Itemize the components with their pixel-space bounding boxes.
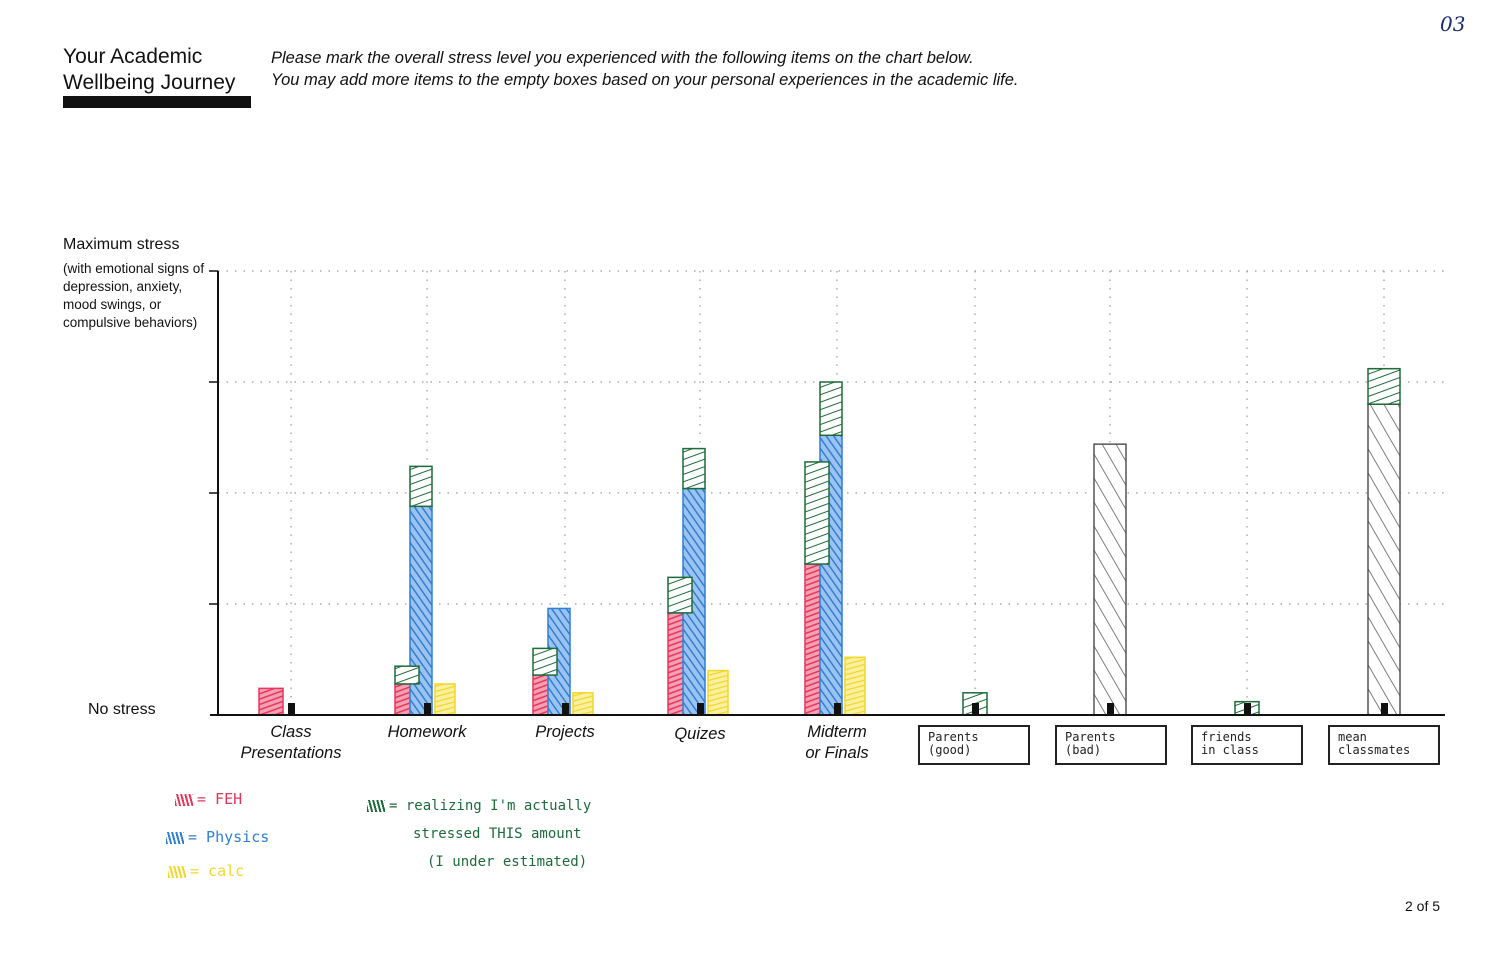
- legend-text-physics: = Physics: [188, 828, 270, 846]
- custom-category-label-2: friends in class: [1201, 730, 1259, 757]
- custom-category-box-3: mean classmates: [1328, 725, 1440, 765]
- custom-category-label-3: mean classmates: [1338, 730, 1411, 757]
- legend-item-physics: = Physics: [166, 828, 269, 846]
- custom-category-box-2: friends in class: [1191, 725, 1303, 765]
- custom-category-box-0: Parents (good): [918, 725, 1030, 765]
- bar-other-6: [1093, 443, 1127, 716]
- bar-calc-1: [434, 683, 456, 716]
- baseline-marker-5: [972, 703, 979, 715]
- page-title: Your Academic Wellbeing Journey: [63, 44, 235, 96]
- realizing-overlay-9: [1367, 367, 1401, 405]
- title-line-1: Your Academic: [63, 45, 203, 68]
- title-underline-bar: [63, 96, 251, 108]
- legend-item-calc: = calc: [168, 862, 244, 880]
- baseline-marker-8: [1381, 703, 1388, 715]
- realizing-note-line-2: stressed THIS amount: [413, 826, 582, 842]
- y-axis-max-note: (with emotional signs of depression, anx…: [63, 261, 205, 330]
- category-label-0: Class Presentations: [240, 723, 342, 762]
- custom-category-label-1: Parents (bad): [1065, 730, 1116, 757]
- realizing-overlay-3: [667, 576, 693, 614]
- category-label-2: Projects: [535, 723, 595, 741]
- legend-item-feh: = FEH: [175, 790, 242, 808]
- realizing-overlay-1: [409, 465, 433, 508]
- realizing-note-line-1: = realizing I'm actually: [367, 792, 591, 820]
- baseline-marker-2: [562, 703, 569, 715]
- realizing-overlay-0: [394, 665, 420, 685]
- bar-other-8: [1367, 403, 1401, 716]
- realizing-overlay-5: [804, 461, 830, 565]
- baseline-marker-3: [697, 703, 704, 715]
- legend-text-calc: = calc: [190, 862, 245, 880]
- realizing-note: = realizing I'm actually stressed THIS a…: [367, 792, 591, 876]
- bar-calc-2: [572, 692, 594, 716]
- instructions: Please mark the overall stress level you…: [271, 47, 1019, 91]
- realizing-overlay-6: [819, 381, 843, 437]
- realizing-swatch: [367, 800, 385, 812]
- category-label-4: Midterm or Finals: [805, 723, 869, 762]
- legend-swatch-physics: [166, 831, 184, 844]
- custom-category-label-0: Parents (good): [928, 730, 979, 757]
- realizing-note-text-1: = realizing I'm actually: [389, 798, 592, 814]
- baseline-marker-4: [834, 703, 841, 715]
- realizing-overlay-4: [682, 447, 706, 490]
- footer-page-number: 2 of 5: [1405, 898, 1441, 914]
- legend-swatch-calc: [168, 865, 186, 878]
- bar-calc-3: [707, 669, 729, 716]
- instructions-line-2: You may add more items to the empty boxe…: [271, 71, 1019, 89]
- bar-calc-4: [844, 656, 866, 716]
- axis-layer: [209, 270, 1445, 716]
- y-axis-min-label: No stress: [88, 701, 156, 718]
- category-label-3: Quizes: [674, 725, 726, 743]
- title-line-2: Wellbeing Journey: [63, 71, 236, 94]
- instructions-line-1: Please mark the overall stress level you…: [271, 49, 974, 67]
- bars-layer: [258, 367, 1401, 716]
- baseline-marker-6: [1107, 703, 1114, 715]
- custom-category-box-1: Parents (bad): [1055, 725, 1167, 765]
- baseline-marker-0: [288, 703, 295, 715]
- page-number-handwritten: 03: [1440, 12, 1466, 36]
- bar-feh-0: [258, 687, 284, 716]
- category-label-1: Homework: [387, 723, 467, 741]
- y-axis-max-label: Maximum stress: [63, 236, 180, 253]
- legend-swatch-feh: [175, 793, 193, 806]
- baseline-marker-1: [424, 703, 431, 715]
- legend-text-feh: = FEH: [197, 790, 243, 808]
- realizing-note-line-3: (I under estimated): [427, 854, 588, 870]
- realizing-overlay-2: [532, 647, 558, 676]
- baseline-marker-7: [1244, 703, 1251, 715]
